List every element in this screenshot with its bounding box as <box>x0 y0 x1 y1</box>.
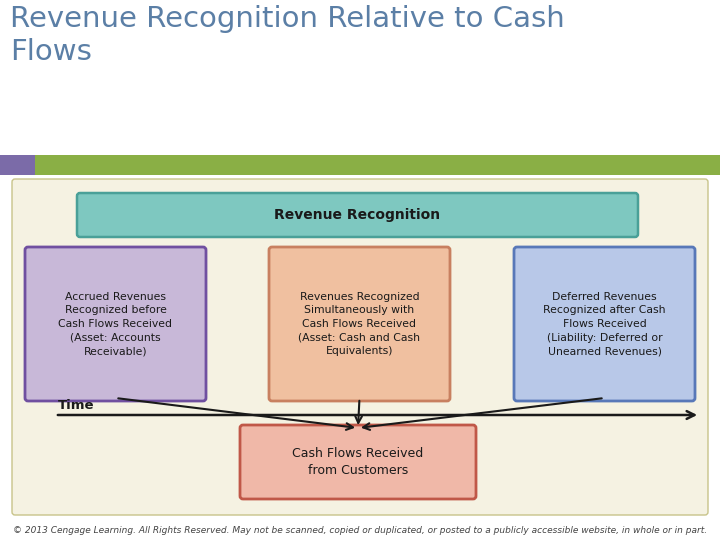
Text: Accrued Revenues
Recognized before
Cash Flows Received
(Asset: Accounts
Receivab: Accrued Revenues Recognized before Cash … <box>58 292 173 356</box>
Bar <box>0 155 35 175</box>
Text: Deferred Revenues
Recognized after Cash
Flows Received
(Liability: Deferred or
U: Deferred Revenues Recognized after Cash … <box>544 292 666 356</box>
Text: Revenues Recognized
Simultaneously with
Cash Flows Received
(Asset: Cash and Cas: Revenues Recognized Simultaneously with … <box>299 292 420 356</box>
Text: Revenue Recognition Relative to Cash
Flows: Revenue Recognition Relative to Cash Flo… <box>10 5 564 66</box>
Text: Time: Time <box>58 399 94 412</box>
FancyBboxPatch shape <box>25 247 206 401</box>
Text: Revenue Recognition: Revenue Recognition <box>274 208 441 222</box>
Text: © 2013 Cengage Learning. All Rights Reserved. May not be scanned, copied or dupl: © 2013 Cengage Learning. All Rights Rese… <box>13 526 707 535</box>
FancyBboxPatch shape <box>12 179 708 515</box>
Text: Cash Flows Received
from Customers: Cash Flows Received from Customers <box>292 447 423 477</box>
Bar <box>35 155 720 175</box>
FancyBboxPatch shape <box>269 247 450 401</box>
FancyBboxPatch shape <box>514 247 695 401</box>
FancyBboxPatch shape <box>240 425 476 499</box>
FancyBboxPatch shape <box>77 193 638 237</box>
